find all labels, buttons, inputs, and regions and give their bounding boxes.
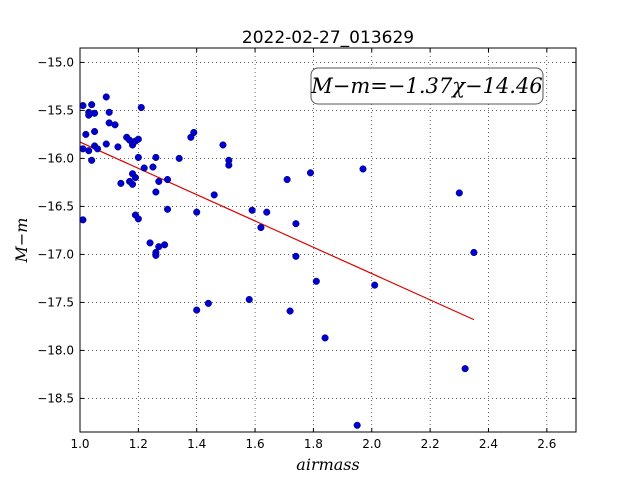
data-point <box>91 127 99 136</box>
data-point <box>193 306 201 314</box>
plot-area <box>80 48 576 432</box>
data-point <box>134 135 142 143</box>
data-point <box>470 248 478 257</box>
data-point <box>245 295 253 304</box>
x-tick-label: 2.4 <box>479 437 498 451</box>
data-point <box>114 143 122 151</box>
x-tick-label: 1.2 <box>129 437 148 451</box>
data-point <box>204 299 212 307</box>
data-point <box>149 163 157 171</box>
x-tick-label: 1.6 <box>246 437 265 451</box>
data-point <box>146 239 154 247</box>
data-point <box>88 101 96 109</box>
data-point <box>91 109 99 117</box>
x-tick-label: 2.6 <box>537 437 556 451</box>
fit-line <box>79 141 475 321</box>
data-point <box>105 108 113 116</box>
x-tick-label: 1.8 <box>304 437 323 451</box>
y-tick-label: −16.5 <box>37 199 74 213</box>
data-point <box>193 208 201 216</box>
data-point <box>134 215 142 223</box>
data-point <box>128 170 137 178</box>
data-point <box>163 175 172 184</box>
data-point <box>79 216 87 224</box>
data-point <box>461 365 469 373</box>
data-point <box>155 177 163 185</box>
data-point <box>312 277 320 285</box>
data-point <box>111 121 119 129</box>
data-point <box>152 188 160 196</box>
data-point <box>359 165 367 173</box>
y-tick-label: −15.0 <box>37 55 74 69</box>
data-point <box>152 153 160 161</box>
y-tick-label: −18.5 <box>37 391 74 405</box>
axis-ticks: 1.0 1.2 1.4 1.6 1.8 2.0 2.2 2.4 2.6 −15.0 −15.5 −16… <box>37 48 576 451</box>
data-point <box>82 130 90 138</box>
data-point <box>85 147 93 155</box>
data-point <box>161 241 169 249</box>
data-point <box>263 208 271 216</box>
x-axis-label: airmass <box>296 455 359 474</box>
y-tick-label: −18.0 <box>37 343 74 357</box>
data-point <box>140 164 148 172</box>
data-point <box>134 153 142 161</box>
chart-title: 2022-02-27_013629 <box>242 28 414 48</box>
data-point <box>371 281 379 289</box>
data-point <box>306 169 315 177</box>
data-point <box>190 128 198 137</box>
data-point <box>79 102 87 110</box>
x-tick-label: 1.0 <box>70 437 89 451</box>
data-point <box>137 103 145 112</box>
data-point <box>163 205 172 213</box>
data-point <box>210 191 218 199</box>
x-tick-label: 2.0 <box>362 437 381 451</box>
data-point <box>292 220 300 228</box>
data-point <box>283 175 291 184</box>
data-point <box>286 307 294 315</box>
data-point <box>88 156 96 164</box>
y-tick-label: −17.5 <box>37 295 74 309</box>
y-tick-label: −17.0 <box>37 247 74 261</box>
data-point <box>225 161 233 169</box>
x-tick-label: 2.2 <box>421 437 440 451</box>
data-point <box>455 189 463 197</box>
data-point <box>219 141 227 149</box>
annotation-box <box>310 67 544 105</box>
data-point <box>257 223 265 232</box>
y-tick-label: −16.0 <box>37 151 74 165</box>
data-point <box>353 421 361 429</box>
x-tick-label: 1.4 <box>187 437 206 451</box>
y-tick-label: −15.5 <box>37 103 74 117</box>
data-point <box>102 93 110 101</box>
data-point <box>248 206 256 214</box>
data-point <box>292 252 300 260</box>
data-point <box>117 179 125 187</box>
data-point <box>321 334 329 342</box>
data-point <box>128 180 137 188</box>
fit-annotation: M−m=−1.37χ−14.46 <box>310 67 544 105</box>
fit-line-group <box>79 141 475 321</box>
data-point <box>152 251 160 259</box>
data-point <box>93 145 102 153</box>
annotation-text: M−m=−1.37χ−14.46 <box>310 74 542 98</box>
data-point <box>102 140 110 148</box>
y-axis-label: M−m <box>12 218 31 264</box>
data-points <box>79 93 478 429</box>
plot-frame <box>79 47 577 433</box>
data-point <box>175 154 183 162</box>
